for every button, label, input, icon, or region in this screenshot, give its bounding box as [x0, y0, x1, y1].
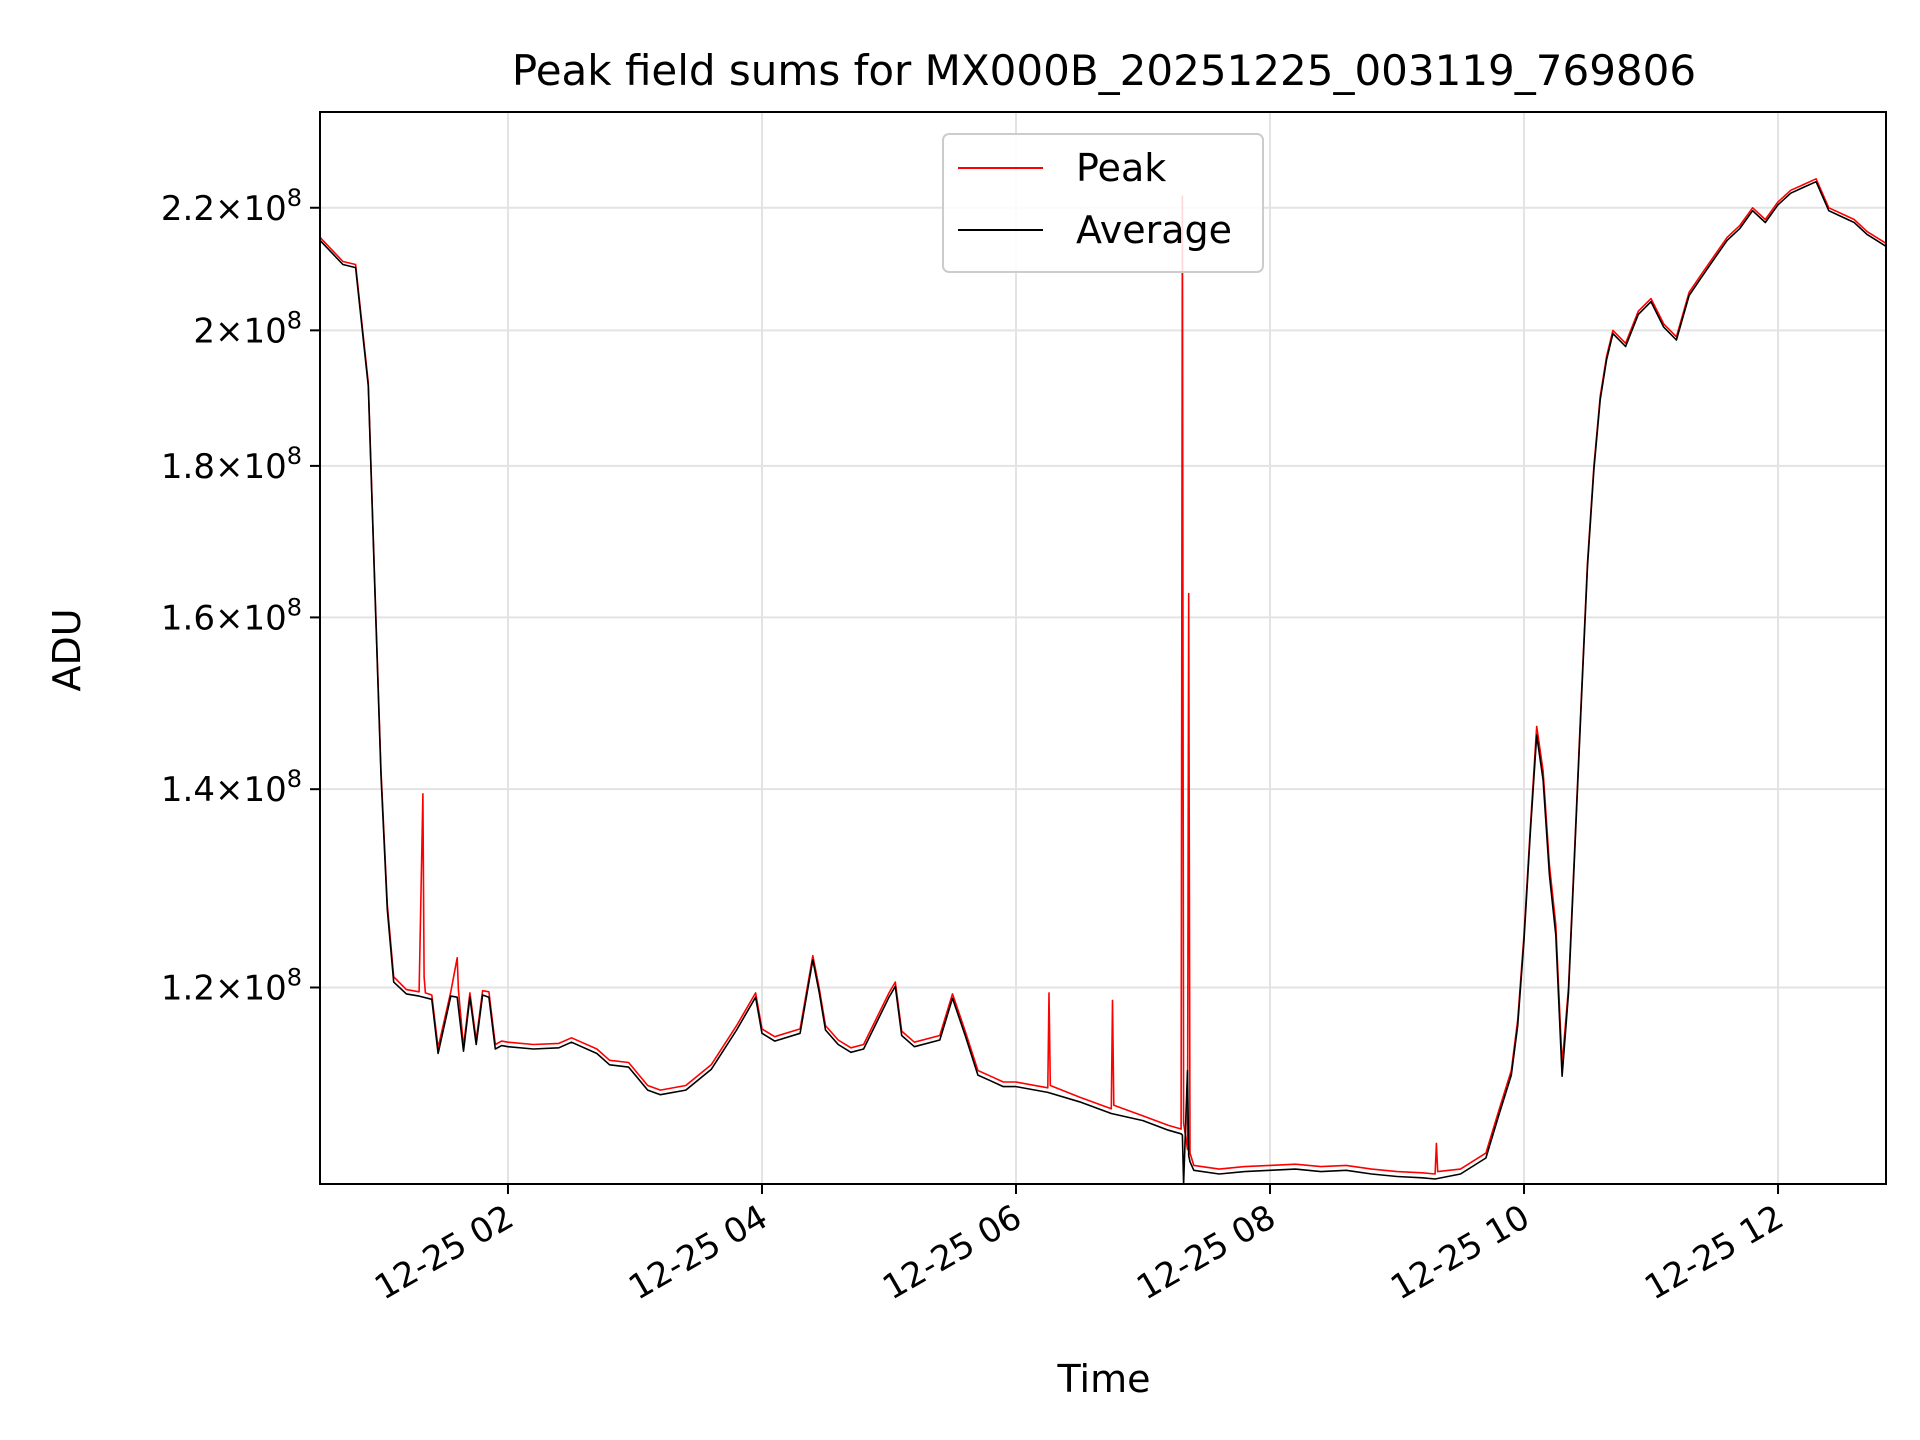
grid-layer [320, 112, 1886, 1184]
y-tick-label-1: 1.4×108 [161, 765, 302, 810]
series-line-average [320, 180, 1886, 1184]
y-tick-label-0: 1.2×108 [161, 963, 302, 1008]
y-tick-label-5: 2.2×108 [161, 184, 302, 229]
y-tick-label-4: 2×108 [193, 306, 302, 351]
x-axis-label: Time [1057, 1357, 1151, 1401]
y-tick-label-3: 1.8×108 [161, 442, 302, 487]
chart-title: Peak field sums for MX000B_20251225_0031… [512, 46, 1696, 95]
y-axis-ticks: 1.2×108 1.4×108 1.6×108 1.8×108 2×108 2.2×108 [161, 184, 320, 1008]
series-layer [320, 178, 1886, 1184]
y-tick-label-2: 1.6×108 [161, 593, 302, 638]
legend-peak-label: Peak [1076, 146, 1166, 190]
plot-frame [319, 111, 1887, 1185]
legend: Peak Average [942, 133, 1264, 273]
y-axis-label: ADU [45, 608, 89, 691]
series-line-peak [320, 178, 1886, 1175]
legend-average-label: Average [1076, 208, 1232, 252]
